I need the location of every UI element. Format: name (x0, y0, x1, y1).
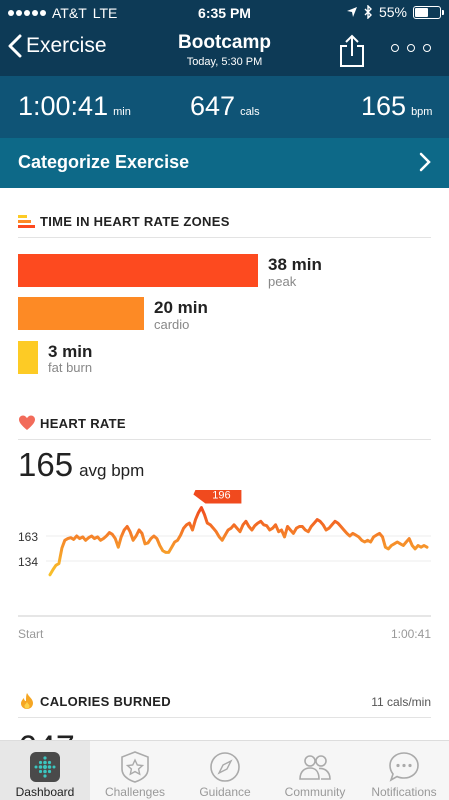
chevron-left-icon (8, 34, 22, 58)
compass-icon (210, 752, 240, 782)
subtitle-text: Today, 5:30 PM (186, 56, 263, 68)
network-label: LTE (92, 5, 118, 21)
zones-header: TIME IN HEART RATE ZONES (18, 212, 431, 238)
heart-icon (19, 415, 35, 430)
heart-rate-series-line (48, 506, 429, 577)
categorize-label: Categorize Exercise (18, 152, 190, 172)
chevron-right-icon (419, 152, 431, 172)
calories-value: 647 (190, 91, 236, 121)
duration-value: 1:00:41 (18, 91, 109, 121)
tab-community-label: Community (284, 785, 346, 799)
dashboard-icon (30, 752, 60, 782)
fat-burn-zone-value: 3 min (48, 342, 93, 361)
categorize-exercise-button[interactable]: Categorize Exercise (0, 138, 449, 188)
cardio-zone-value: 20 min (154, 298, 208, 317)
fat-burn-zone-bar (18, 341, 38, 374)
heart-rate-chart[interactable]: 196 (0, 490, 449, 620)
tab-dashboard-label: Dashboard (15, 785, 75, 799)
bluetooth-icon (364, 5, 372, 19)
location-icon (346, 7, 357, 17)
back-label: Exercise (26, 34, 107, 57)
cardio-zone-label: cardio (154, 317, 190, 332)
status-bar: AT&T LTE 6:35 PM 55% (0, 0, 449, 26)
more-icon[interactable] (391, 44, 431, 52)
battery-percent: 55% (378, 4, 407, 20)
heart-rate-value: 165 (361, 91, 407, 121)
challenges-icon (121, 751, 149, 783)
calories-title: CALORIES BURNED (40, 694, 171, 709)
carrier-label: AT&T (52, 5, 87, 21)
heart-rate-header: HEART RATE (18, 414, 431, 440)
x-end-label: 1:00:41 (390, 627, 431, 641)
tab-challenges-label: Challenges (104, 785, 166, 799)
tab-bar: Dashboard Challenges Guidance Community … (0, 740, 449, 800)
peak-zone-label: peak (268, 274, 297, 289)
share-icon[interactable] (338, 34, 366, 68)
y-tick-label: 163 (18, 530, 39, 544)
x-start-label: Start (18, 627, 44, 641)
tab-guidance[interactable]: Guidance (180, 741, 270, 800)
back-button[interactable]: Exercise (8, 34, 107, 58)
tab-notifications[interactable]: Notifications (359, 741, 449, 800)
heart-rate-title: HEART RATE (40, 416, 126, 431)
peak-badge (193, 490, 242, 504)
tab-guidance-label: Guidance (199, 785, 251, 799)
zones-icon (18, 215, 35, 228)
calories-header: CALORIES BURNED 11 cals/min (18, 692, 431, 718)
duration-stat: 1:00:41 min (18, 91, 131, 122)
page-title: Bootcamp Today, 5:30 PM (0, 32, 449, 68)
heart-rate-stat: 165 bpm (361, 91, 432, 122)
flame-icon (21, 693, 33, 709)
peak-label: 196 (212, 490, 230, 502)
heart-rate-unit: bpm (411, 106, 433, 118)
avg-heart-rate: 165 avg bpm (18, 446, 144, 484)
title-text: Bootcamp (178, 32, 271, 53)
calories-rate: 11 cals/min (371, 695, 431, 709)
calories-total-partial: 647 (18, 728, 75, 742)
notifications-icon (389, 752, 419, 782)
tab-dashboard[interactable]: Dashboard (0, 741, 90, 800)
y-tick-label: 134 (18, 555, 39, 569)
duration-unit: min (113, 106, 131, 118)
tab-notifications-label: Notifications (371, 785, 437, 799)
calories-unit: cals (240, 106, 260, 118)
calories-stat: 647 cals (190, 91, 260, 122)
community-icon (299, 755, 331, 780)
tab-community[interactable]: Community (270, 741, 360, 800)
peak-zone-bar (18, 254, 258, 287)
peak-zone-value: 38 min (268, 255, 322, 274)
avg-heart-rate-value: 165 (18, 446, 74, 483)
signal-icon (8, 10, 46, 16)
peak-marker: 196 (193, 490, 242, 504)
status-time: 6:35 PM (198, 5, 251, 21)
calories-total: 647 (18, 729, 75, 742)
battery-icon (413, 5, 444, 19)
zones-title: TIME IN HEART RATE ZONES (40, 214, 230, 229)
app-header: AT&T LTE 6:35 PM 55% Exercise Bootcamp T… (0, 0, 449, 76)
tab-challenges[interactable]: Challenges (90, 741, 180, 800)
fat-burn-zone-label: fat burn (48, 360, 93, 375)
avg-heart-rate-unit: avg bpm (79, 461, 145, 480)
stats-band: 1:00:41 min 647 cals 165 bpm (0, 76, 449, 138)
cardio-zone-bar (18, 297, 144, 330)
